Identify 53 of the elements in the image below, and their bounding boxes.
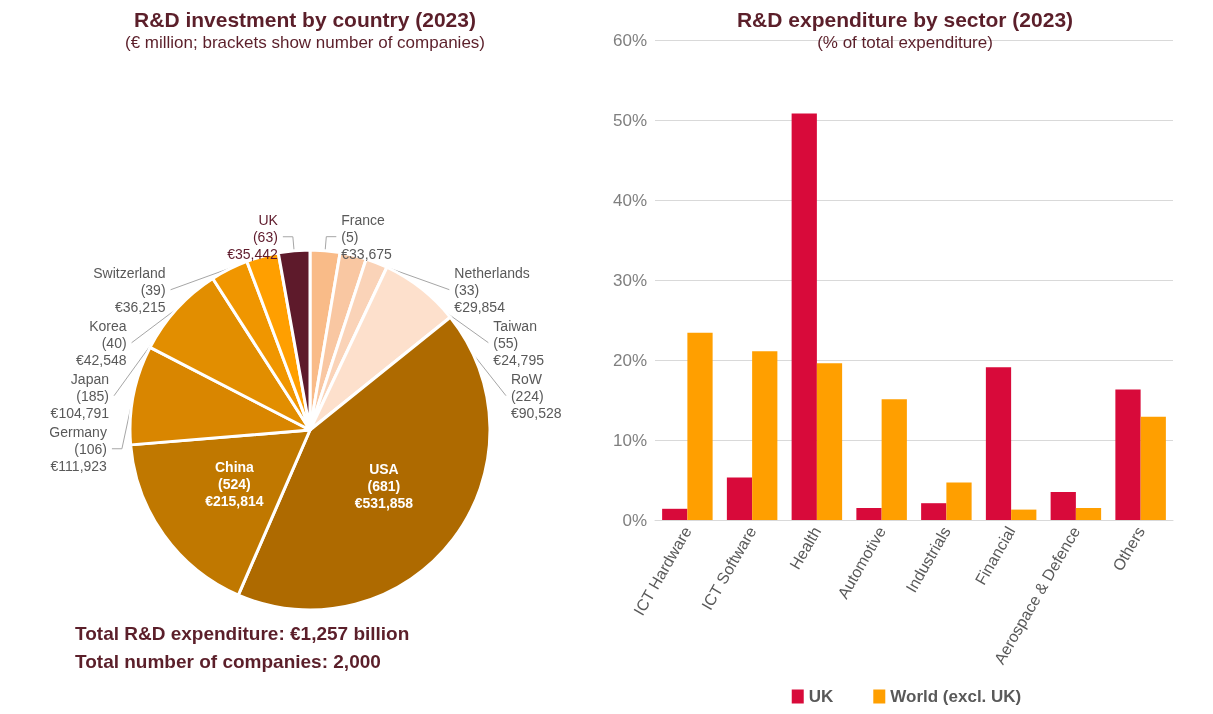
data-label: (33) €29,854 (454, 281, 506, 315)
data-label: (55) €24,795 (493, 334, 545, 368)
y-tick-label: 10% (612, 430, 647, 450)
text: Total R&D expenditure: €1,257 billion (75, 623, 410, 644)
slice-label: Germany (49, 423, 107, 440)
bar (985, 367, 1012, 520)
bar (726, 477, 753, 520)
bar (921, 503, 947, 520)
chart-subtitle: (% of total expenditure) (817, 33, 993, 52)
data-label: (524) €215,814 (205, 476, 264, 510)
bar (816, 363, 843, 520)
bar (752, 351, 778, 520)
slice-label: Japan (70, 370, 110, 387)
y-tick-label: 60% (612, 30, 647, 50)
y-tick-label: 20% (612, 350, 647, 370)
bar (687, 332, 713, 520)
y-tick-label: 0% (622, 510, 647, 530)
bar (1050, 492, 1076, 520)
data-label: (224) €90,528 (510, 387, 562, 421)
slice-label: Taiwan (493, 317, 537, 334)
bar (946, 482, 972, 520)
bar (791, 113, 817, 520)
y-tick-label: 40% (612, 190, 647, 210)
text: Total number of companies: 2,000 (75, 651, 381, 672)
chart-title: R&D expenditure by sector (2023) (736, 8, 1074, 31)
legend-label: UK (808, 687, 835, 706)
bar (1075, 508, 1102, 520)
slice-label: UK (258, 211, 279, 228)
data-label: (39) €36,215 (114, 281, 166, 315)
data-label: (40) €42,548 (76, 334, 127, 368)
bar (1011, 509, 1037, 520)
slice-label: RoW (510, 370, 543, 387)
data-label: (63) €35,442 (227, 228, 279, 262)
data-label: (106) €111,923 (50, 440, 108, 474)
slice-label: France (341, 211, 386, 228)
y-tick-label: 30% (612, 270, 647, 290)
chart-subtitle: (€ million; brackets show number of companies) (125, 33, 485, 52)
data-label: (681) €531,858 (354, 478, 414, 512)
slice-label: Netherlands (454, 264, 530, 281)
bar (856, 508, 882, 520)
data-label: (185) €104,791 (50, 387, 110, 421)
bar (662, 508, 688, 520)
data-label: (5) €33,675 (341, 228, 393, 262)
chart-title: R&D investment by country (2023) (134, 8, 476, 31)
y-tick-label: 50% (612, 110, 647, 130)
bar (1140, 416, 1166, 520)
legend-label: World (excl. UK) (890, 687, 1022, 706)
slice-label: Switzerland (93, 264, 166, 281)
slice-label: Korea (89, 317, 127, 334)
bar (881, 399, 907, 520)
slice-label: USA (369, 461, 399, 478)
slice-label: China (214, 459, 255, 476)
bar (1115, 389, 1141, 520)
